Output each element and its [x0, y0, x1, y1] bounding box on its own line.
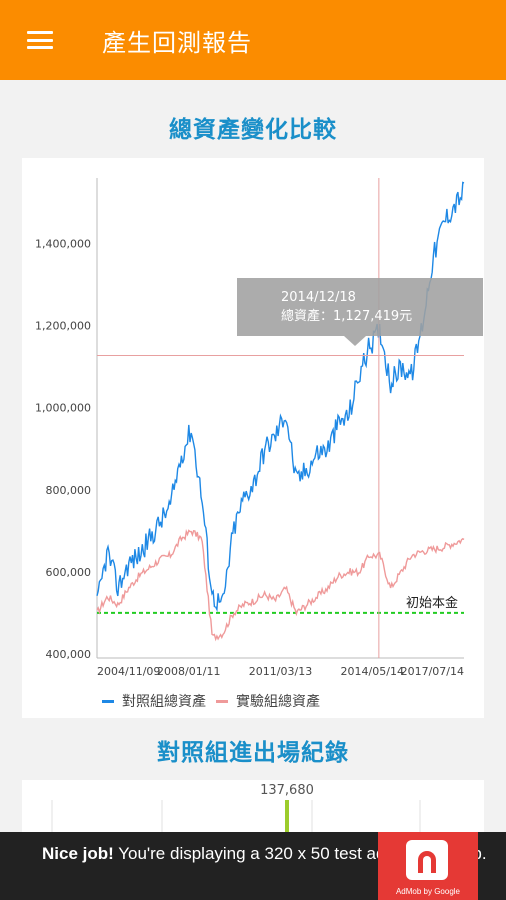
trade-record-chart[interactable]: 137,680 [22, 780, 484, 840]
legend-swatch-experiment [216, 699, 228, 703]
trade-chart-svg: 137,680 [51, 783, 421, 840]
chart-legend: 對照組總資產 實驗組總資產 [102, 691, 330, 711]
y-tick-label: 1,200,000 [35, 320, 91, 333]
x-tick-label: 2017/07/14 [401, 665, 464, 678]
legend-swatch-control [102, 699, 114, 703]
admob-logo: AdMob by Google [378, 832, 478, 900]
admob-icon [406, 840, 448, 880]
app-bar: 產生回測報告 [0, 0, 506, 80]
admob-banner[interactable]: Nice job! You're displaying a 320 x 50 t… [0, 832, 506, 900]
page-title: 產生回測報告 [102, 28, 252, 57]
trade-peak-bar [285, 800, 289, 840]
chart2-title: 對照組進出場紀錄 [157, 740, 349, 766]
legend-item-experiment[interactable]: 實驗組總資產 [216, 691, 320, 711]
chart-tooltip: 2014/12/18 總資產：1,127,419元 [237, 278, 483, 336]
legend-label-experiment: 實驗組總資產 [236, 694, 320, 710]
y-tick-label: 600,000 [46, 566, 92, 579]
y-tick-label: 1,400,000 [35, 238, 91, 251]
baseline-label: 初始本金 [406, 595, 458, 611]
tooltip-value: 總資產：1,127,419元 [281, 309, 413, 324]
tooltip-arrow [344, 336, 366, 346]
line-chart-svg: 400,000 600,000 800,000 1,000,000 1,200,000 1… [35, 178, 465, 678]
ad-caption: AdMob by Google [395, 887, 461, 896]
y-tick-label: 1,000,000 [35, 402, 91, 415]
total-assets-chart[interactable]: 400,000 600,000 800,000 1,000,000 1,200,000 1… [22, 158, 484, 718]
series-line [96, 181, 465, 613]
x-tick-label: 2004/11/09 [97, 665, 160, 678]
chart1-title: 總資產變化比較 [169, 117, 337, 143]
series-line [96, 528, 465, 642]
legend-label-control: 對照組總資產 [122, 694, 206, 710]
ad-headline: Nice job! [42, 844, 114, 863]
x-tick-label: 2008/01/11 [157, 665, 220, 678]
hamburger-menu-icon [27, 31, 53, 49]
trade-peak-label: 137,680 [260, 783, 314, 798]
legend-item-control[interactable]: 對照組總資產 [102, 691, 206, 711]
menu-button[interactable] [0, 0, 80, 80]
tooltip-date: 2014/12/18 [281, 290, 356, 305]
x-tick-label: 2014/05/14 [341, 665, 404, 678]
x-tick-label: 2011/03/13 [249, 665, 312, 678]
y-tick-label: 400,000 [46, 648, 92, 661]
y-tick-label: 800,000 [46, 484, 92, 497]
